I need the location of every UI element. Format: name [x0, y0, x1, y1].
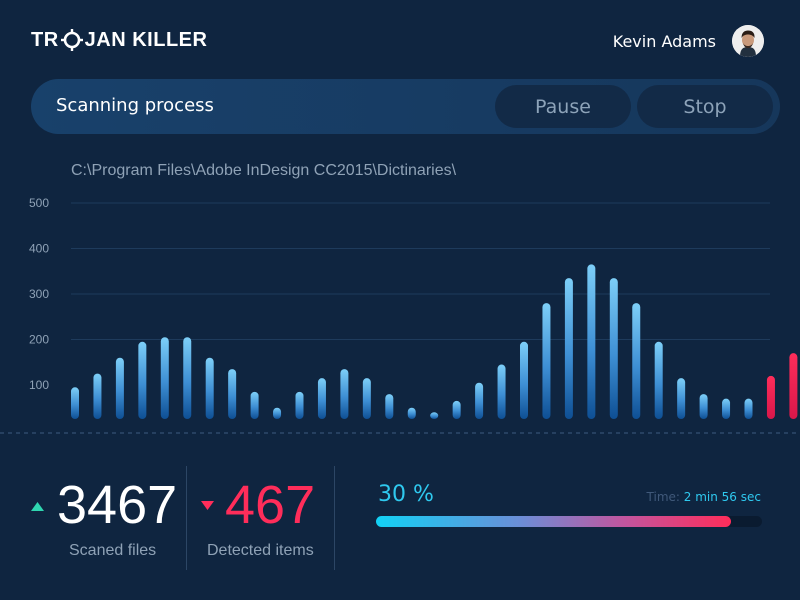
- detected-items-count: 467: [225, 475, 316, 535]
- chart-bar-alert: [766, 375, 775, 419]
- app-logo: TR JAN KILLER: [31, 27, 207, 53]
- chart-bar: [71, 387, 79, 419]
- progress-bar-fill: [376, 516, 732, 527]
- detected-items-label: Detected items: [207, 542, 314, 559]
- y-tick-label: 100: [29, 378, 49, 392]
- divider: [334, 466, 335, 570]
- scan-activity-chart: 100 200 300 400 500: [0, 196, 800, 434]
- chart-bar: [250, 391, 259, 419]
- chart-bar: [317, 378, 326, 419]
- y-tick-label: 400: [29, 242, 49, 256]
- chart-bar: [744, 398, 753, 419]
- chart-bar: [138, 341, 147, 419]
- scanned-files-label: Scaned files: [69, 542, 157, 559]
- chart-bar: [699, 394, 708, 419]
- chart-bar: [632, 303, 641, 419]
- stop-button[interactable]: Stop: [637, 85, 773, 128]
- chart-bar: [115, 357, 124, 419]
- logo-text-right: JAN KILLER: [84, 28, 208, 51]
- chart-bar: [407, 407, 416, 419]
- arrow-up-icon: [31, 502, 44, 511]
- chart-bar: [273, 407, 282, 419]
- chart-bar: [587, 264, 596, 419]
- chart-bar-alert: [789, 353, 798, 419]
- chart-bar: [609, 278, 618, 419]
- chart-bar: [295, 391, 304, 419]
- chart-bar: [160, 337, 169, 419]
- chart-bar: [497, 364, 506, 419]
- chart-bar: [385, 394, 394, 419]
- scan-title: Scanning process: [56, 95, 214, 116]
- chart-bar: [542, 303, 551, 419]
- chart-bar: [520, 341, 528, 419]
- time-label: Time:: [646, 490, 680, 504]
- chart-bar: [430, 412, 439, 419]
- chart-bar: [564, 278, 573, 419]
- chart-bar: [452, 400, 461, 419]
- time-value: 2 min 56 sec: [683, 490, 761, 504]
- current-scan-path: C:\Program Files\Adobe InDesign CC2015\D…: [71, 162, 457, 179]
- chart-bar: [677, 378, 686, 419]
- elapsed-time: Time: 2 min 56 sec: [647, 490, 761, 504]
- user-menu[interactable]: Kevin Adams: [613, 24, 764, 58]
- chart-bar: [228, 369, 237, 419]
- y-tick-label: 500: [29, 196, 49, 210]
- progress-percent: 30 %: [378, 482, 434, 507]
- chart-bar: [362, 378, 371, 419]
- chart-bar: [475, 382, 484, 419]
- chart-bar: [340, 369, 349, 419]
- avatar[interactable]: [732, 25, 764, 57]
- crosshair-icon: [60, 29, 83, 51]
- chart-bar: [205, 357, 214, 419]
- chart-bar: [722, 398, 731, 419]
- chart-bar: [654, 341, 663, 419]
- arrow-down-icon: [201, 501, 214, 510]
- progress-bar: [376, 516, 762, 527]
- y-tick-label: 200: [29, 333, 49, 347]
- divider: [186, 466, 187, 570]
- logo-text-left: TR: [31, 28, 59, 51]
- scanned-files-count: 3467: [57, 475, 178, 535]
- y-tick-label: 300: [29, 287, 49, 301]
- user-name: Kevin Adams: [612, 31, 716, 51]
- scan-control-bar: Scanning process Pause Stop: [31, 79, 780, 134]
- chart-bar: [183, 337, 192, 419]
- chart-bar: [93, 373, 102, 419]
- pause-button[interactable]: Pause: [495, 85, 631, 128]
